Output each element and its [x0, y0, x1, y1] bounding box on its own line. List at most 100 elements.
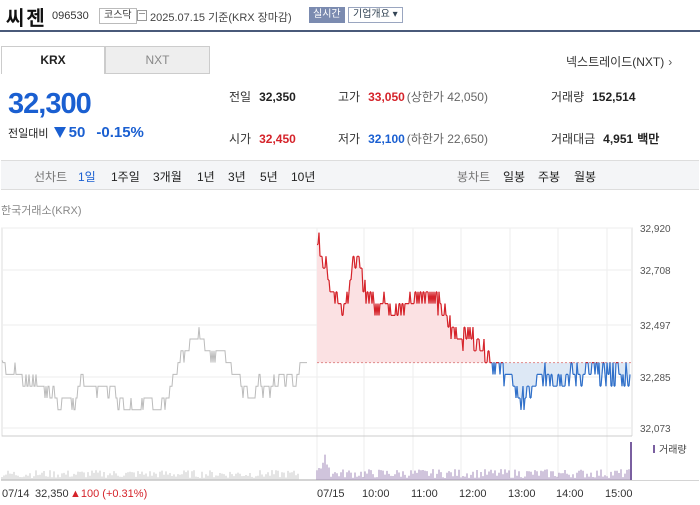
- price-segment: [535, 374, 538, 387]
- price-segment: [478, 338, 481, 351]
- x-tick-label: 10:00: [362, 488, 390, 500]
- realtime-button[interactable]: 실시간: [309, 7, 345, 23]
- price-segment: [530, 386, 533, 399]
- y-tick-label: 32,073: [640, 424, 671, 435]
- period-1d[interactable]: 1일: [78, 170, 96, 184]
- price-segment: [503, 374, 506, 387]
- price-segment: [600, 374, 603, 387]
- period-1w[interactable]: 1주일: [111, 170, 140, 184]
- volume-legend-label: 거래량: [659, 444, 687, 456]
- price-segment: [318, 232, 321, 257]
- candle-monthly[interactable]: 월봉: [574, 170, 597, 184]
- x-tick-label: 15:00: [605, 488, 633, 500]
- y-tick-label: 32,285: [640, 373, 671, 384]
- market-badge: 코스닥: [99, 8, 137, 24]
- price-segment: [472, 327, 475, 351]
- price-segment: [499, 362, 502, 375]
- prev-day-close: 32,350: [35, 488, 69, 500]
- price-segment: [342, 303, 345, 316]
- price-segment: [350, 268, 353, 280]
- stat-value: 152,514: [592, 90, 636, 104]
- price-segment: [440, 303, 443, 316]
- change-value: 50: [68, 124, 86, 141]
- price-segment: [483, 338, 486, 363]
- price-segment: [584, 362, 587, 375]
- price-segment: [628, 374, 631, 387]
- price-segment: [321, 256, 324, 269]
- price-segment: [389, 303, 392, 316]
- stat-label: 저가: [338, 132, 361, 146]
- stat-value: 32,350: [259, 90, 296, 104]
- stat-value: 33,050: [368, 90, 405, 104]
- price-segment: [590, 362, 593, 375]
- price-segment: [418, 291, 421, 304]
- price-segment: [612, 362, 615, 387]
- price-segment: [560, 374, 563, 387]
- price-segment: [551, 374, 554, 387]
- nextrade-label: 넥스트레이드(NXT): [566, 55, 665, 69]
- chevron-right-icon: ›: [668, 55, 673, 69]
- price-segment: [403, 303, 406, 316]
- price-segment: [328, 279, 331, 292]
- x-tick-label: 14:00: [556, 488, 584, 500]
- exchange-label: 한국거래소(KRX): [1, 205, 82, 217]
- price-segment: [325, 256, 328, 269]
- company-info-button[interactable]: 기업개요 ▾: [348, 7, 403, 23]
- tab-nxt[interactable]: NXT: [105, 46, 210, 74]
- price-segment: [516, 386, 519, 399]
- price-segment: [511, 374, 514, 387]
- stat-value: 32,450: [259, 132, 296, 146]
- price-segment: [446, 315, 449, 328]
- period-5y[interactable]: 5년: [260, 170, 278, 184]
- period-bar: 선차트 1일 1주일 3개월 1년 3년 5년 10년 봉차트 일봉 주봉 월봉: [1, 160, 699, 190]
- price-segment: [598, 362, 601, 387]
- price-segment: [464, 327, 467, 340]
- date-basis: 2025.07.15 기준(KRX 장마감): [150, 12, 292, 24]
- price-segment: [469, 327, 472, 340]
- x-tick-label: 12:00: [459, 488, 487, 500]
- candle-weekly[interactable]: 주봉: [538, 170, 561, 184]
- price-segment: [348, 279, 351, 292]
- price-segment: [365, 291, 368, 304]
- price-segment: [353, 256, 356, 269]
- candle-daily[interactable]: 일봉: [503, 170, 526, 184]
- price-segment: [571, 362, 574, 375]
- stat-label: 시가: [229, 132, 252, 146]
- period-3y[interactable]: 3년: [228, 170, 246, 184]
- change-percent: -0.15%: [96, 124, 144, 141]
- y-tick-label: 32,497: [640, 321, 671, 332]
- candle-chart-label: 봉차트: [457, 170, 491, 184]
- stat-label: 거래대금: [551, 132, 596, 146]
- price-segment: [326, 268, 329, 280]
- price-segment: [594, 362, 597, 375]
- period-3m[interactable]: 3개월: [153, 170, 182, 184]
- price-segment: [528, 386, 531, 399]
- stat-high: 고가 33,050 (상한가 42,050): [338, 88, 488, 105]
- price-segment: [614, 362, 617, 387]
- x-tick-label: 13:00: [508, 488, 536, 500]
- stat-low: 저가 32,100 (하한가 22,650): [338, 130, 488, 147]
- tab-krx[interactable]: KRX: [1, 46, 105, 74]
- price-segment: [383, 291, 386, 304]
- period-10y[interactable]: 10년: [291, 170, 316, 184]
- prev-day-change: ▲100 (+0.31%): [70, 488, 147, 500]
- nextrade-link[interactable]: 넥스트레이드(NXT) ›: [566, 53, 672, 70]
- price-segment: [488, 350, 491, 363]
- price-segment: [579, 374, 582, 387]
- price-segment: [486, 350, 489, 363]
- calendar-icon: [137, 10, 147, 21]
- price-segment: [409, 291, 412, 304]
- price-segment: [525, 386, 528, 399]
- company-name: 씨젠: [6, 8, 47, 30]
- price-segment: [361, 268, 364, 292]
- period-1y[interactable]: 1년: [197, 170, 215, 184]
- price-segment: [340, 303, 343, 316]
- stat-volume: 거래량 152,514: [551, 88, 636, 105]
- price-segment: [395, 303, 398, 316]
- price-segment: [601, 362, 604, 375]
- price-segment: [413, 291, 416, 304]
- price-segment: [520, 397, 523, 410]
- stat-label: 고가: [338, 90, 361, 104]
- price-segment: [368, 291, 371, 304]
